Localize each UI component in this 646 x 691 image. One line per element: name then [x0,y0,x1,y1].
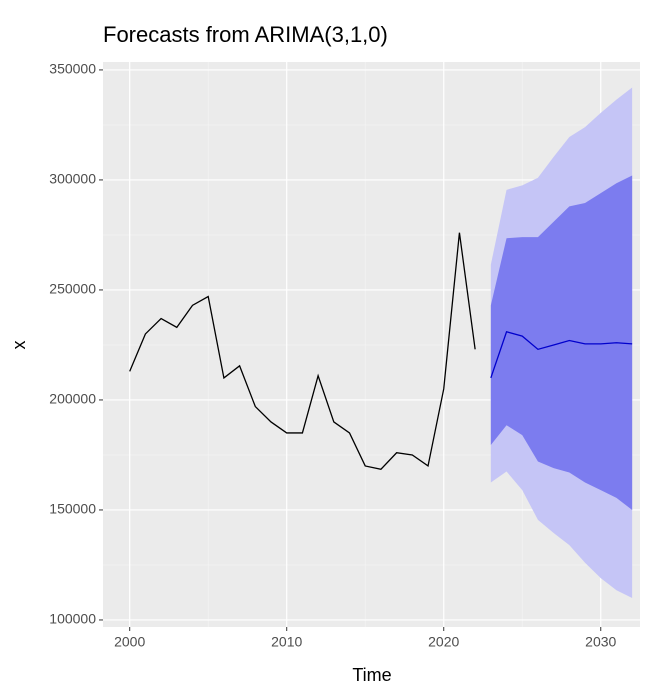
y-tick-label: 300000 [49,171,96,187]
y-tick-label: 200000 [49,391,96,407]
series-line [129,232,476,470]
series-line [490,330,633,379]
y-tick-label: 150000 [49,501,96,517]
chart-title: Forecasts from ARIMA(3,1,0) [103,22,388,47]
x-tick-label: 2030 [585,634,616,650]
y-tick-label: 350000 [49,61,96,77]
y-axis-label: x [9,341,29,350]
y-tick-label: 250000 [49,281,96,297]
x-tick-label: 2010 [271,634,302,650]
y-tick-label: 100000 [49,611,96,627]
x-axis-label: Time [352,665,391,685]
x-tick-label: 2020 [428,634,459,650]
x-tick-label: 2000 [114,634,145,650]
